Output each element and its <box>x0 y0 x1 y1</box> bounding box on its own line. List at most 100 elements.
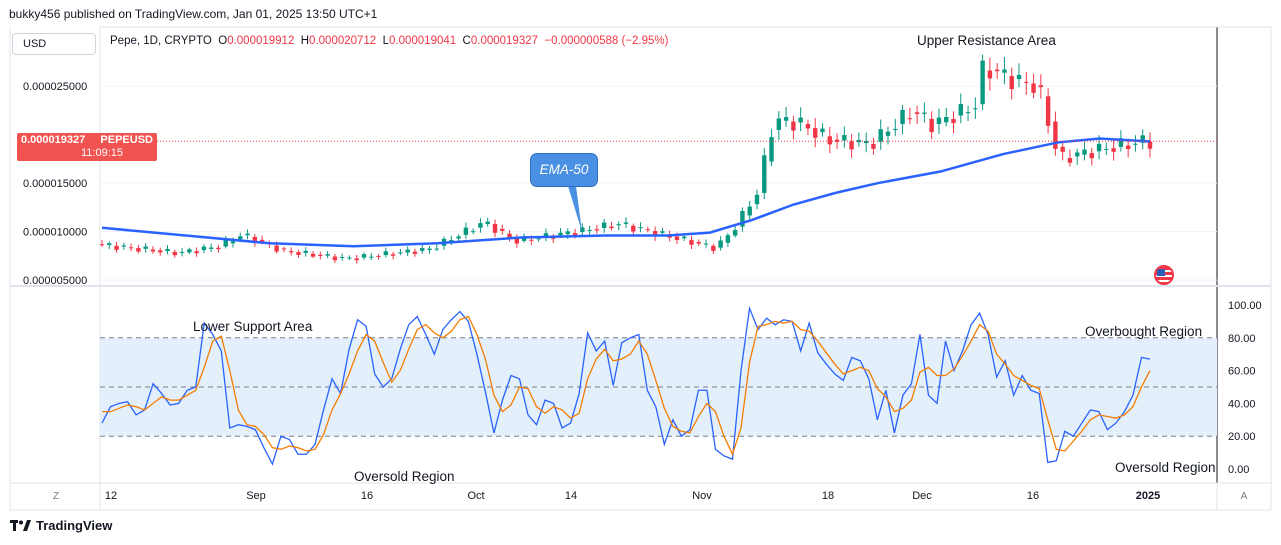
current-price-symbol: PEPEUSD <box>100 134 153 146</box>
candle-body <box>871 143 876 149</box>
candle-body <box>492 224 498 233</box>
candle-body <box>944 116 949 123</box>
oscillator-tick-label: 20.00 <box>1228 431 1256 443</box>
candle-body <box>463 227 469 235</box>
candle-body <box>165 248 170 252</box>
candle-body <box>456 236 461 239</box>
legend-low: 0.000019041 <box>389 35 457 47</box>
candle-body <box>609 226 614 229</box>
candle-body <box>543 233 549 238</box>
candle-body <box>740 210 745 227</box>
candle-body <box>929 118 934 133</box>
candle-body <box>1082 149 1087 155</box>
candle-body <box>660 231 665 233</box>
candle-body <box>223 239 228 247</box>
candle-body <box>616 224 621 226</box>
candle-body <box>820 128 825 133</box>
candle-body <box>420 248 425 251</box>
candle-body <box>536 238 541 240</box>
auto-scale-button[interactable]: A <box>1240 491 1248 502</box>
candle-body <box>987 70 993 79</box>
candle-body <box>405 249 410 253</box>
candle-body <box>1038 85 1044 88</box>
zoom-reset-button[interactable]: Z <box>52 491 60 502</box>
oscillator-lines <box>101 305 1151 466</box>
candle-body <box>732 229 738 236</box>
candle-body <box>114 245 119 250</box>
ema-50-path <box>101 137 1151 248</box>
currency-selector[interactable]: USD <box>12 33 96 55</box>
candle-body <box>158 250 163 253</box>
price-tick-label: 0.000015000 <box>23 178 87 190</box>
candle-body <box>201 246 207 251</box>
candle-body <box>1147 141 1153 149</box>
candle-body <box>783 117 789 121</box>
candle-body <box>674 236 680 241</box>
candle-body <box>1111 148 1116 152</box>
candle-body <box>601 222 607 228</box>
candle-body <box>747 206 752 216</box>
candle-body <box>1089 152 1094 159</box>
candle-body <box>980 60 985 105</box>
candle-body <box>885 131 891 136</box>
candle-body <box>289 251 294 253</box>
candle-body <box>208 247 214 249</box>
legend-change: −0.000000588 (−2.95%) <box>544 35 669 47</box>
candle-body <box>638 227 643 229</box>
candle-body <box>318 254 323 256</box>
candle-body <box>580 227 585 232</box>
time-tick-label: 18 <box>822 490 834 502</box>
candle-body <box>238 236 243 240</box>
candle-body <box>1118 138 1124 147</box>
candle-body <box>230 241 236 244</box>
candle-body <box>99 244 105 246</box>
candle-body <box>951 118 956 124</box>
legend-high-label: H <box>300 35 310 47</box>
candle-body <box>507 233 512 239</box>
current-price-tag: 0.000019327 PEPEUSD 11:09:15 <box>17 133 157 161</box>
candle-body <box>485 221 490 225</box>
candle-body <box>121 245 127 247</box>
candle-body <box>252 236 258 244</box>
price-tick-label: 0.000005000 <box>23 275 87 287</box>
ema-callout-pointer <box>568 186 582 232</box>
candle-body <box>172 251 177 256</box>
candle-body <box>1067 158 1073 163</box>
candle-body <box>107 243 112 246</box>
candle-body <box>1096 143 1102 152</box>
oscillator-axis: 100.00 80.00 60.00 40.00 20.00 0.00 <box>1228 300 1262 476</box>
candle-body <box>958 104 963 116</box>
candle-body <box>259 239 265 242</box>
candle-body <box>245 233 250 236</box>
candle-body <box>587 229 592 231</box>
candle-body <box>383 251 389 256</box>
oscillator-tick-label: 60.00 <box>1228 366 1256 378</box>
candle-body <box>150 249 156 252</box>
candle-body <box>1125 145 1131 150</box>
candle-body <box>194 251 199 254</box>
candle-body <box>376 255 381 257</box>
candle-body <box>296 252 301 255</box>
candle-body <box>427 248 432 251</box>
ohlc-legend: Pepe, 1D, CRYPTO O0.000019912 H0.0000207… <box>110 35 668 47</box>
oscillator-k-line <box>101 305 1151 466</box>
candle-body <box>769 137 774 162</box>
bar-countdown: 11:09:15 <box>80 147 123 159</box>
candle-body <box>878 129 883 142</box>
oversold-region-label-2: Oversold Region <box>1115 460 1216 475</box>
price-tick-label: 0.000025000 <box>23 81 87 93</box>
time-tick-label: 16 <box>1027 490 1039 502</box>
time-tick-label: 2025 <box>1136 490 1160 502</box>
candle-body <box>1009 75 1014 90</box>
candle-body <box>136 248 141 252</box>
candle-body <box>347 257 352 259</box>
candle-body <box>514 238 520 244</box>
candle-body <box>900 109 905 125</box>
candle-body <box>1024 81 1029 83</box>
candle-body <box>310 253 316 257</box>
us-flag-icon[interactable] <box>1154 265 1174 285</box>
candle-body <box>572 233 578 236</box>
current-price-value: 0.000019327 <box>21 134 86 146</box>
